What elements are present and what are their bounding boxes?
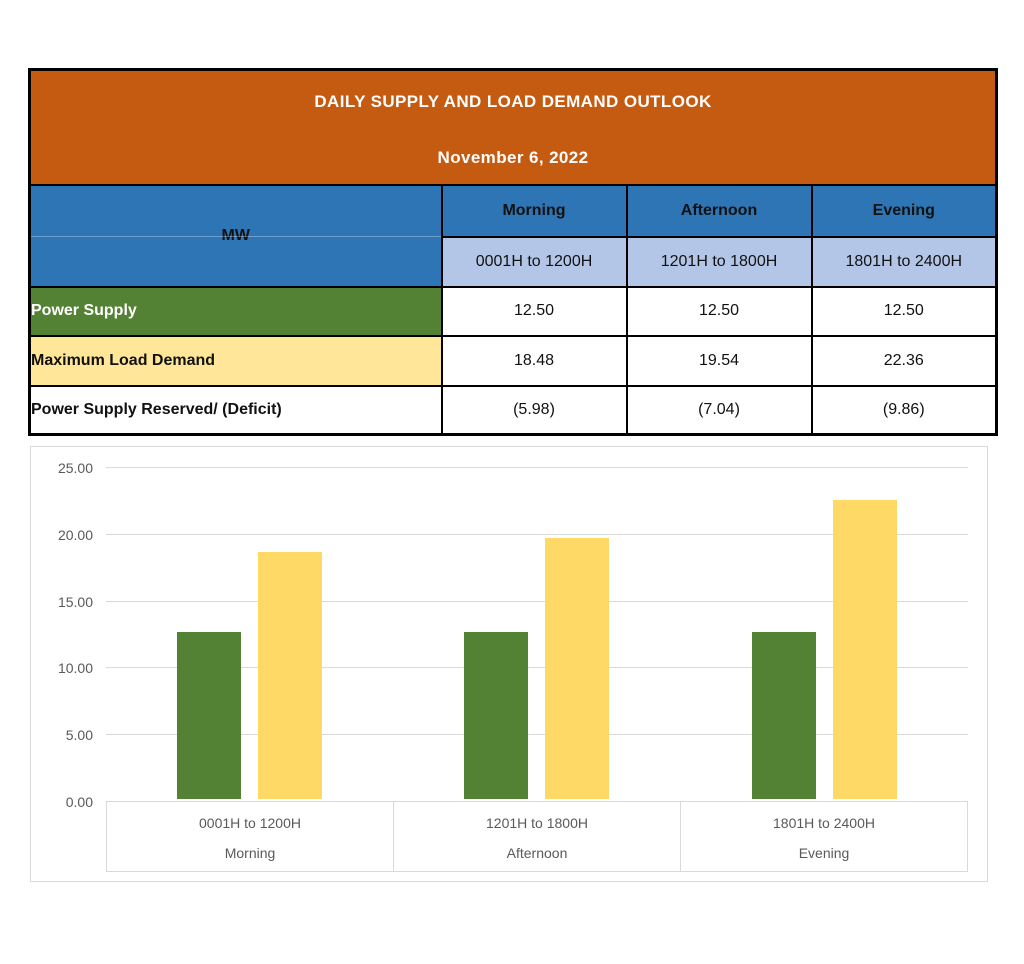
- max-load-morning-value: 18.48: [440, 334, 628, 387]
- row-label-max-load-demand: Maximum Load Demand: [28, 334, 443, 387]
- power-supply-morning-value: 12.50: [440, 285, 628, 337]
- table-date: November 6, 2022: [437, 148, 589, 167]
- x-axis-hours-morning: 0001H to 1200H: [199, 815, 301, 831]
- hours-header-afternoon: 1201H to 1800H: [625, 235, 813, 288]
- power-supply-evening-value: 12.50: [810, 285, 998, 337]
- x-axis-label-area: 0001H to 1200H Morning 1201H to 1800H Af…: [106, 801, 968, 872]
- gridline-10: [106, 667, 968, 668]
- table-period-header-row: MW Morning Afternoon Evening: [28, 183, 998, 288]
- power-supply-bar-evening: [752, 632, 816, 799]
- bar-group-morning: [106, 465, 393, 799]
- power-supply-bar-afternoon: [464, 632, 528, 799]
- unit-label: MW: [221, 226, 250, 244]
- x-axis-hours-afternoon: 1201H to 1800H: [486, 815, 588, 831]
- bar-group-afternoon: [393, 465, 680, 799]
- y-axis-tick-10: 10.00: [57, 660, 93, 676]
- table-row-reserve-deficit: Power Supply Reserved/ (Deficit) (5.98) …: [28, 384, 998, 436]
- column-header-afternoon: Afternoon: [625, 183, 813, 238]
- reserve-afternoon-value: (7.04): [625, 384, 813, 436]
- gridline-20: [106, 534, 968, 535]
- row-label-power-supply: Power Supply: [28, 285, 443, 337]
- max-load-evening-value: 22.36: [810, 334, 998, 387]
- column-header-evening: Evening: [810, 183, 998, 238]
- table-row-max-load-demand: Maximum Load Demand 18.48 19.54 22.36: [28, 334, 998, 387]
- x-axis-group-evening: 1801H to 2400H Evening: [681, 802, 967, 871]
- table-title-cell: DAILY SUPPLY AND LOAD DEMAND OUTLOOK Nov…: [28, 68, 998, 186]
- power-supply-bar-morning: [177, 632, 241, 799]
- table-title-row: DAILY SUPPLY AND LOAD DEMAND OUTLOOK Nov…: [28, 68, 998, 186]
- unit-header-cell: MW: [28, 183, 443, 288]
- y-axis-tick-20: 20.00: [57, 527, 93, 543]
- row-label-reserve-deficit: Power Supply Reserved/ (Deficit): [28, 384, 443, 436]
- x-axis-period-afternoon: Afternoon: [506, 844, 568, 861]
- reserve-evening-value: (9.86): [810, 384, 998, 436]
- table-title: DAILY SUPPLY AND LOAD DEMAND OUTLOOK: [314, 92, 712, 111]
- gridline-5: [106, 734, 968, 735]
- x-axis-group-afternoon: 1201H to 1800H Afternoon: [394, 802, 681, 871]
- table-row-power-supply: Power Supply 12.50 12.50 12.50: [28, 285, 998, 337]
- x-axis-hours-evening: 1801H to 2400H: [773, 815, 875, 831]
- x-axis-period-morning: Morning: [224, 844, 276, 861]
- table-hours-header-row: 0001H to 1200H 1201H to 1800H 1801H to 2…: [30, 235, 998, 288]
- hours-header-morning: 0001H to 1200H: [440, 235, 628, 288]
- max-load-bar-morning: [258, 552, 322, 799]
- reserve-morning-value: (5.98): [440, 384, 628, 436]
- max-load-bar-evening: [833, 500, 897, 799]
- supply-demand-table: DAILY SUPPLY AND LOAD DEMAND OUTLOOK Nov…: [28, 68, 999, 436]
- column-header-morning: Morning: [440, 183, 628, 238]
- x-axis-group-morning: 0001H to 1200H Morning: [107, 802, 394, 871]
- gridline-25: [106, 467, 968, 468]
- y-axis-tick-5: 5.00: [65, 727, 93, 743]
- gridline-15: [106, 601, 968, 602]
- hours-header-evening: 1801H to 2400H: [810, 235, 998, 288]
- supply-demand-bar-chart: 25.00 20.00 15.00 10.00 5.00 0.00 0001H …: [30, 446, 988, 882]
- y-axis-tick-15: 15.00: [57, 594, 93, 610]
- y-axis-tick-0: 0.00: [65, 794, 93, 810]
- merged-cell-divider: [31, 235, 441, 237]
- bar-group-evening: [681, 465, 968, 799]
- max-load-bar-afternoon: [545, 538, 609, 799]
- max-load-afternoon-value: 19.54: [625, 334, 813, 387]
- x-axis-period-evening: Evening: [798, 844, 850, 861]
- y-axis-tick-25: 25.00: [57, 460, 93, 476]
- power-supply-afternoon-value: 12.50: [625, 285, 813, 337]
